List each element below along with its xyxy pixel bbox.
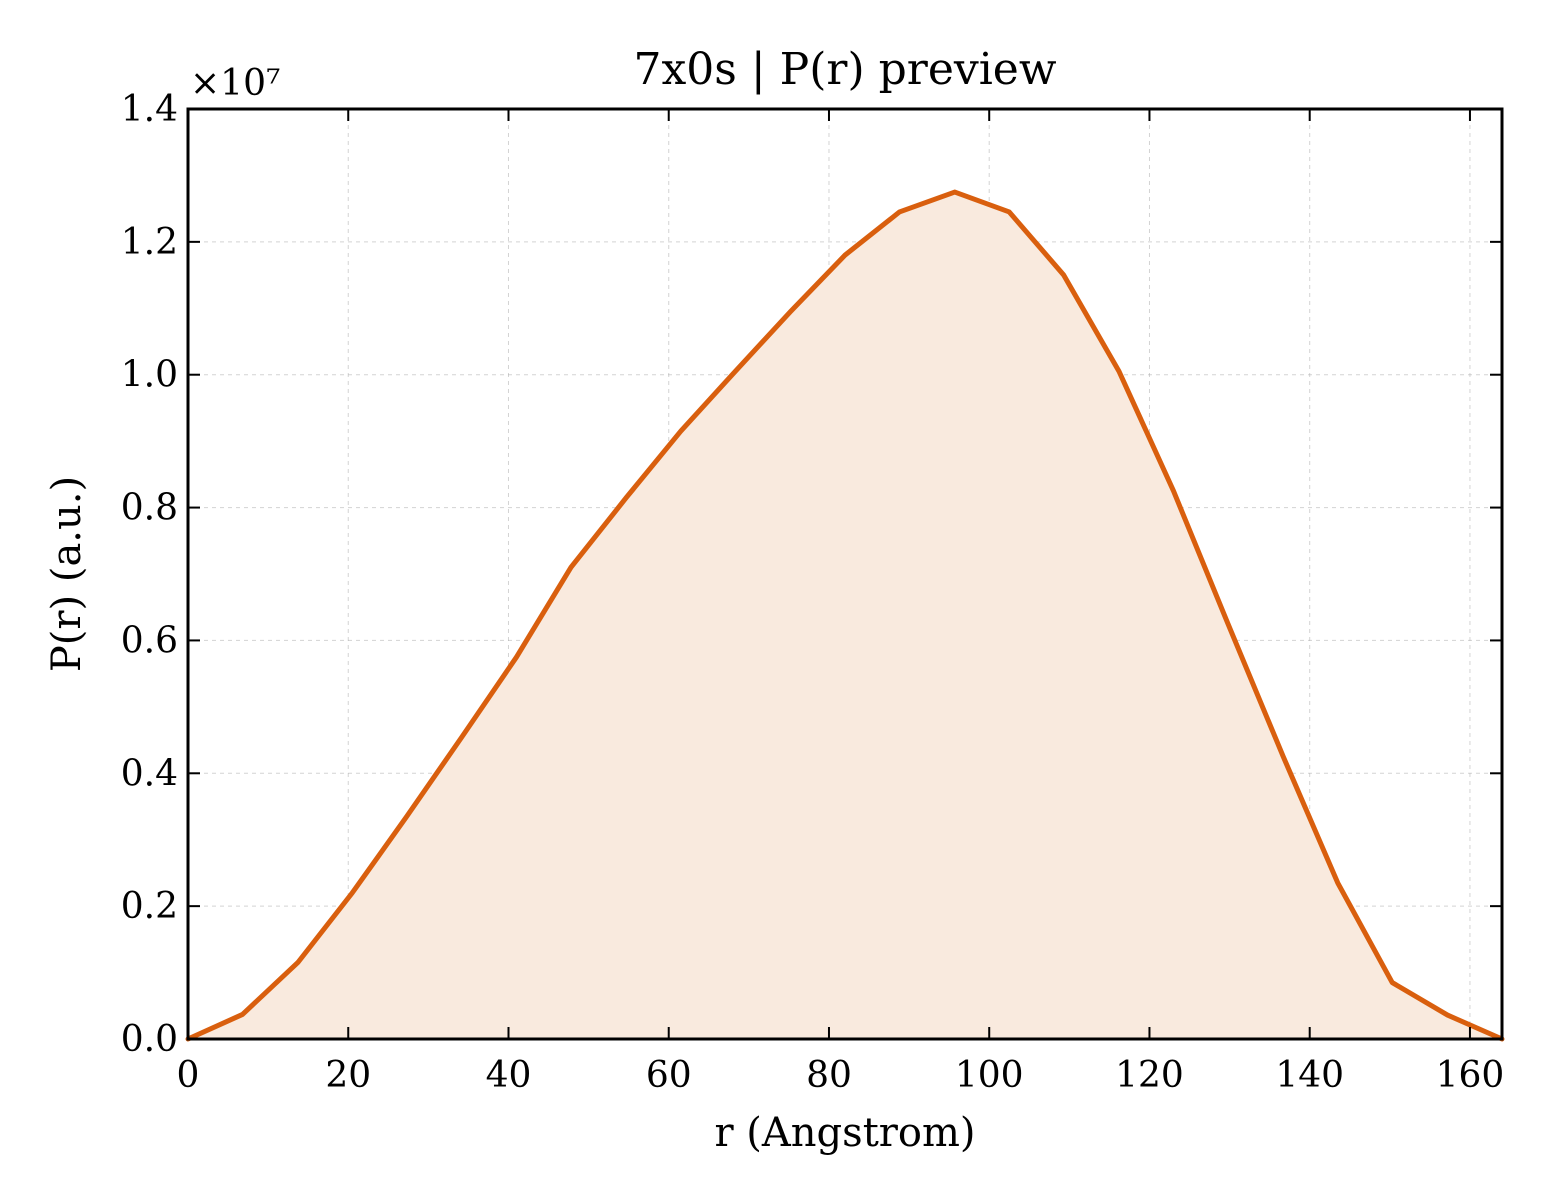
x-tick-label: 20 [325,1055,371,1096]
y-axis-label: P(r) (a.u.) [44,476,90,672]
y-offset-label: ×10⁷ [190,63,280,104]
chart-title: 7x0s | P(r) preview [633,44,1056,95]
y-tick-label: 0.2 [121,886,178,927]
series-line [185,189,1505,1042]
y-tick-label: 0.4 [121,753,178,794]
x-tick-label: 80 [806,1055,852,1096]
x-tick-label: 160 [1436,1055,1505,1096]
x-tick-label: 40 [486,1055,532,1096]
series-layer [185,189,1505,1042]
y-tick-label: 1.2 [121,222,178,263]
y-tick-label: 0.8 [121,488,178,529]
x-tick-label: 100 [955,1055,1024,1096]
series-area-fill [188,192,1502,1040]
axes-frame [186,107,1504,1041]
tick-layer: 0 20 40 60 80 100 120 140 160 0.0 0.2 0.4 0.6 0.8 1.0 1… [121,89,1505,1096]
x-tick-label: 0 [177,1055,200,1096]
y-tick-label: 1.4 [121,89,178,130]
y-tick-label: 0.0 [121,1019,178,1060]
x-axis-label: r (Angstrom) [714,1110,975,1156]
x-tick-label: 60 [646,1055,692,1096]
x-tick-label: 140 [1275,1055,1344,1096]
y-tick-label: 0.6 [121,620,178,661]
y-tick-label: 1.0 [121,355,178,396]
x-tick-label: 120 [1115,1055,1184,1096]
